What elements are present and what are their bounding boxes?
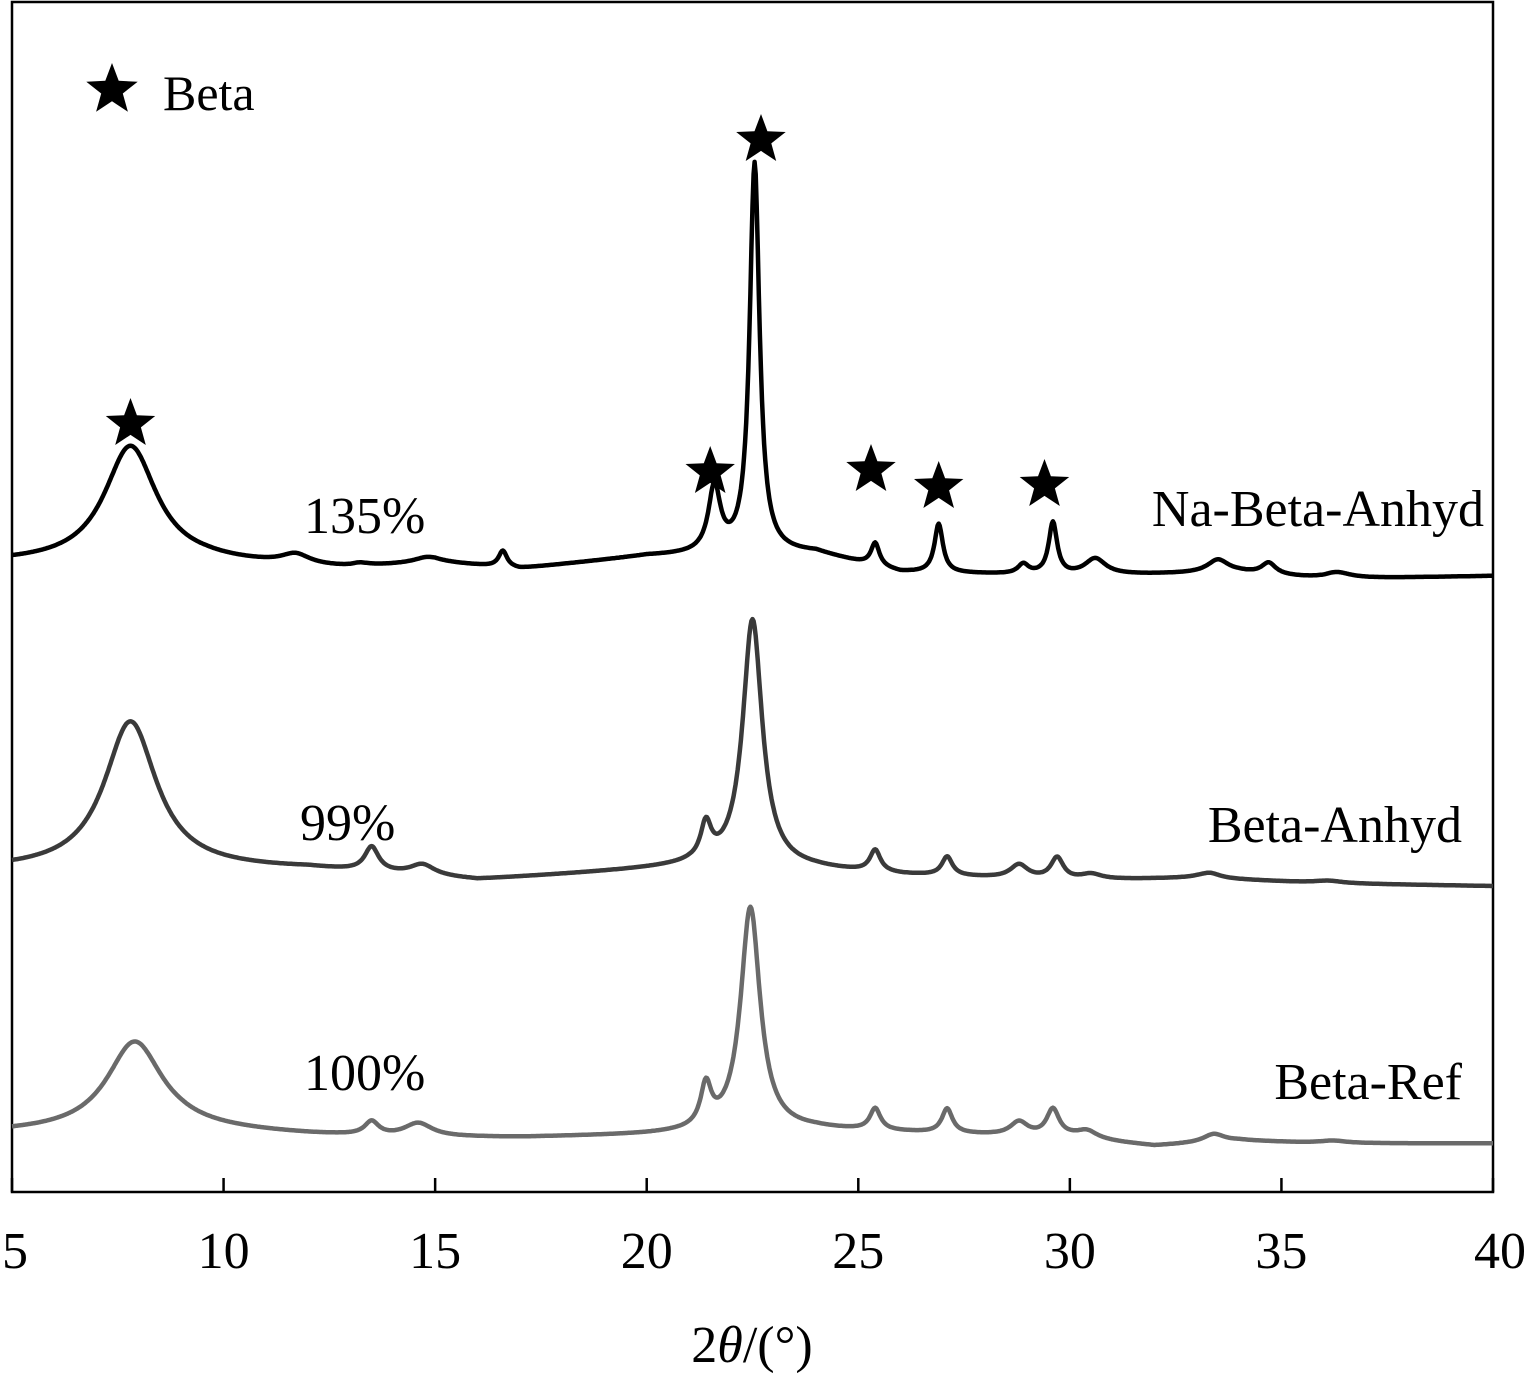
series-label-beta-anhyd: Beta-Anhyd xyxy=(1208,797,1462,854)
beta-peak-star-icon xyxy=(846,444,896,491)
series-label-beta-ref: Beta-Ref xyxy=(1274,1054,1462,1111)
series-curves xyxy=(10,159,1495,1148)
beta-peak-star-icon xyxy=(685,446,735,493)
beta-peak-star-icon xyxy=(1019,459,1070,506)
crystallinity-label-beta-ref: 100% xyxy=(304,1045,425,1102)
x-tick-label: 20 xyxy=(621,1223,673,1280)
x-tick-label: 25 xyxy=(832,1223,884,1280)
legend-label: Beta xyxy=(163,65,255,121)
crystallinity-label-na-beta-anhyd: 135% xyxy=(304,488,425,545)
plot-frame xyxy=(10,0,1495,1194)
x-tick-label: 40 xyxy=(1474,1223,1526,1280)
beta-peak-star-icon xyxy=(736,114,786,161)
x-tick-label: 35 xyxy=(1255,1223,1307,1280)
series-line-beta-anhyd xyxy=(10,616,1495,889)
crystallinity-label-beta-anhyd: 99% xyxy=(300,795,395,852)
x-tick-label: 15 xyxy=(409,1223,461,1280)
x-axis: 5 10 15 20 25 30 35 40 xyxy=(2,1178,1526,1280)
x-tick-label: 5 xyxy=(2,1223,28,1280)
legend: Beta xyxy=(86,63,255,121)
beta-peak-star-icon xyxy=(105,398,156,445)
x-tick-label: 30 xyxy=(1044,1223,1096,1280)
series-line-beta-ref xyxy=(10,904,1495,1148)
legend-star-icon xyxy=(86,63,138,112)
beta-peak-star-icon xyxy=(914,461,964,508)
x-axis-label: 2θ/(°) xyxy=(691,1317,812,1374)
series-label-na-beta-anhyd: Na-Beta-Anhyd xyxy=(1152,481,1484,538)
x-tick-label: 10 xyxy=(198,1223,250,1280)
series-line-na-beta-anhyd xyxy=(10,159,1495,580)
beta-peak-markers xyxy=(105,114,1070,508)
